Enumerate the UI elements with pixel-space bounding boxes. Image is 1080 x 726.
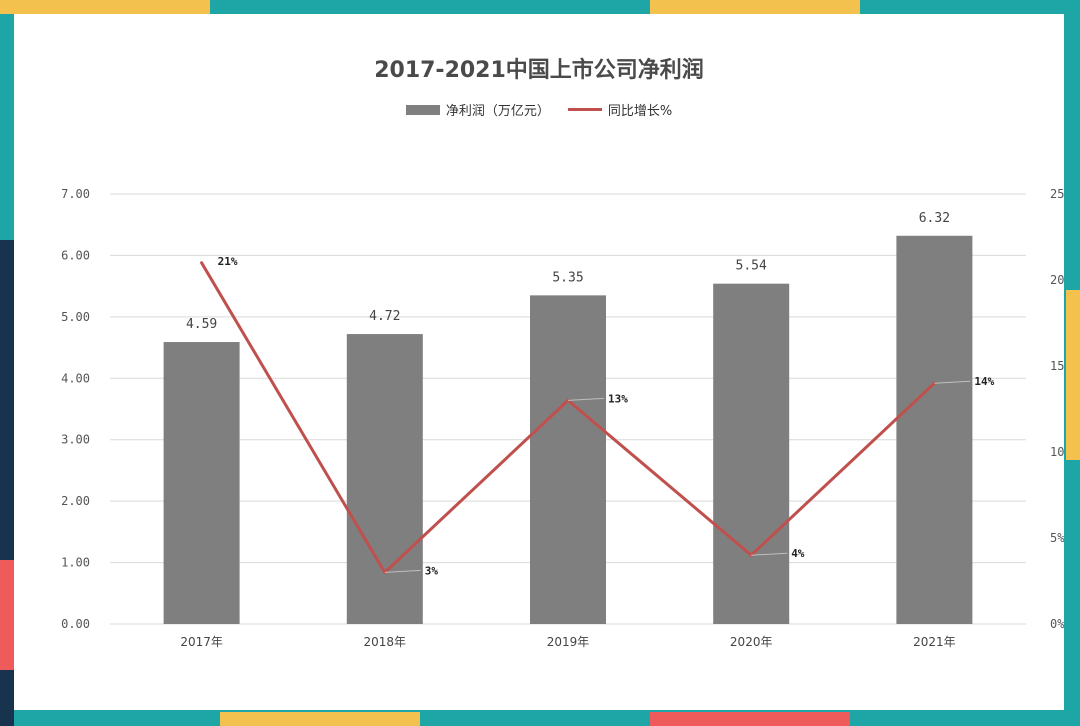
growth-data-label: 14% — [974, 375, 994, 388]
frame-decoration-coral-bottom — [650, 712, 850, 726]
chart-title: 2017-2021中国上市公司净利润 — [374, 58, 704, 83]
frame-decoration-yellow-bottom — [220, 712, 420, 726]
legend-label-net-profit: 净利润（万亿元） — [445, 104, 550, 119]
growth-data-label: 21% — [218, 255, 238, 268]
growth-data-label: 13% — [608, 392, 628, 405]
y2-tick-label: 10% — [1050, 445, 1064, 459]
frame-decoration-coral-left — [0, 560, 14, 670]
bar — [163, 342, 240, 624]
x-tick-label: 2017年 — [180, 635, 223, 649]
bar-data-label: 4.72 — [369, 309, 400, 324]
x-tick-label: 2020年 — [730, 635, 773, 649]
y2-tick-label: 20% — [1050, 273, 1064, 287]
y-tick-label: 5.00 — [61, 310, 90, 324]
frame-decoration-yellow-top-2 — [650, 0, 860, 14]
y2-tick-label: 0% — [1050, 617, 1064, 631]
legend-item-growth: 同比增长% — [567, 100, 673, 119]
x-tick-label: 2019年 — [547, 635, 590, 649]
y-tick-label: 3.00 — [61, 433, 90, 447]
y-tick-label: 4.00 — [61, 371, 90, 385]
legend-swatch-line — [567, 108, 602, 111]
legend-item-net-profit: 净利润（万亿元） — [405, 100, 550, 119]
bar-data-label: 5.35 — [552, 270, 583, 285]
y-tick-label: 0.00 — [61, 617, 90, 631]
frame-decoration-yellow-top — [0, 0, 210, 14]
y2-tick-label: 25% — [1050, 187, 1064, 201]
legend-swatch-bar — [405, 104, 440, 115]
bar-data-label: 4.59 — [186, 317, 217, 332]
growth-data-label: 3% — [425, 564, 439, 577]
growth-point — [200, 261, 204, 265]
chart-plot: 0.00 1.00 2.00 3.00 4.00 5.00 6.00 7.00 0% 5% 10% 1… — [61, 187, 1064, 649]
bar-data-label: 5.54 — [736, 259, 767, 274]
bar — [346, 334, 423, 624]
y-tick-label: 2.00 — [61, 494, 90, 508]
leader-line — [751, 552, 788, 556]
growth-data-label: 4% — [791, 547, 805, 560]
x-tick-label: 2021年 — [913, 635, 956, 649]
chart-legend: 净利润（万亿元） 同比增长% — [14, 100, 1064, 119]
bar — [896, 235, 973, 624]
frame-decoration-yellow-right — [1066, 290, 1080, 460]
y2-tick-label: 15% — [1050, 359, 1064, 373]
bar — [530, 295, 606, 624]
leader-line — [934, 380, 971, 384]
y2-tick-label: 5% — [1050, 531, 1064, 545]
leader-line — [384, 569, 421, 573]
y-tick-label: 6.00 — [61, 248, 90, 262]
y-tick-label: 7.00 — [61, 187, 90, 201]
y-tick-label: 1.00 — [61, 556, 90, 570]
leader-line — [567, 397, 605, 401]
bar-data-label: 6.32 — [919, 211, 950, 226]
bar — [713, 283, 790, 624]
x-tick-label: 2018年 — [364, 635, 407, 649]
legend-label-growth: 同比增长% — [607, 104, 673, 119]
chart-panel: 2017-2021中国上市公司净利润 净利润（万亿元） 同比增长% 0.00 1.… — [14, 14, 1064, 710]
